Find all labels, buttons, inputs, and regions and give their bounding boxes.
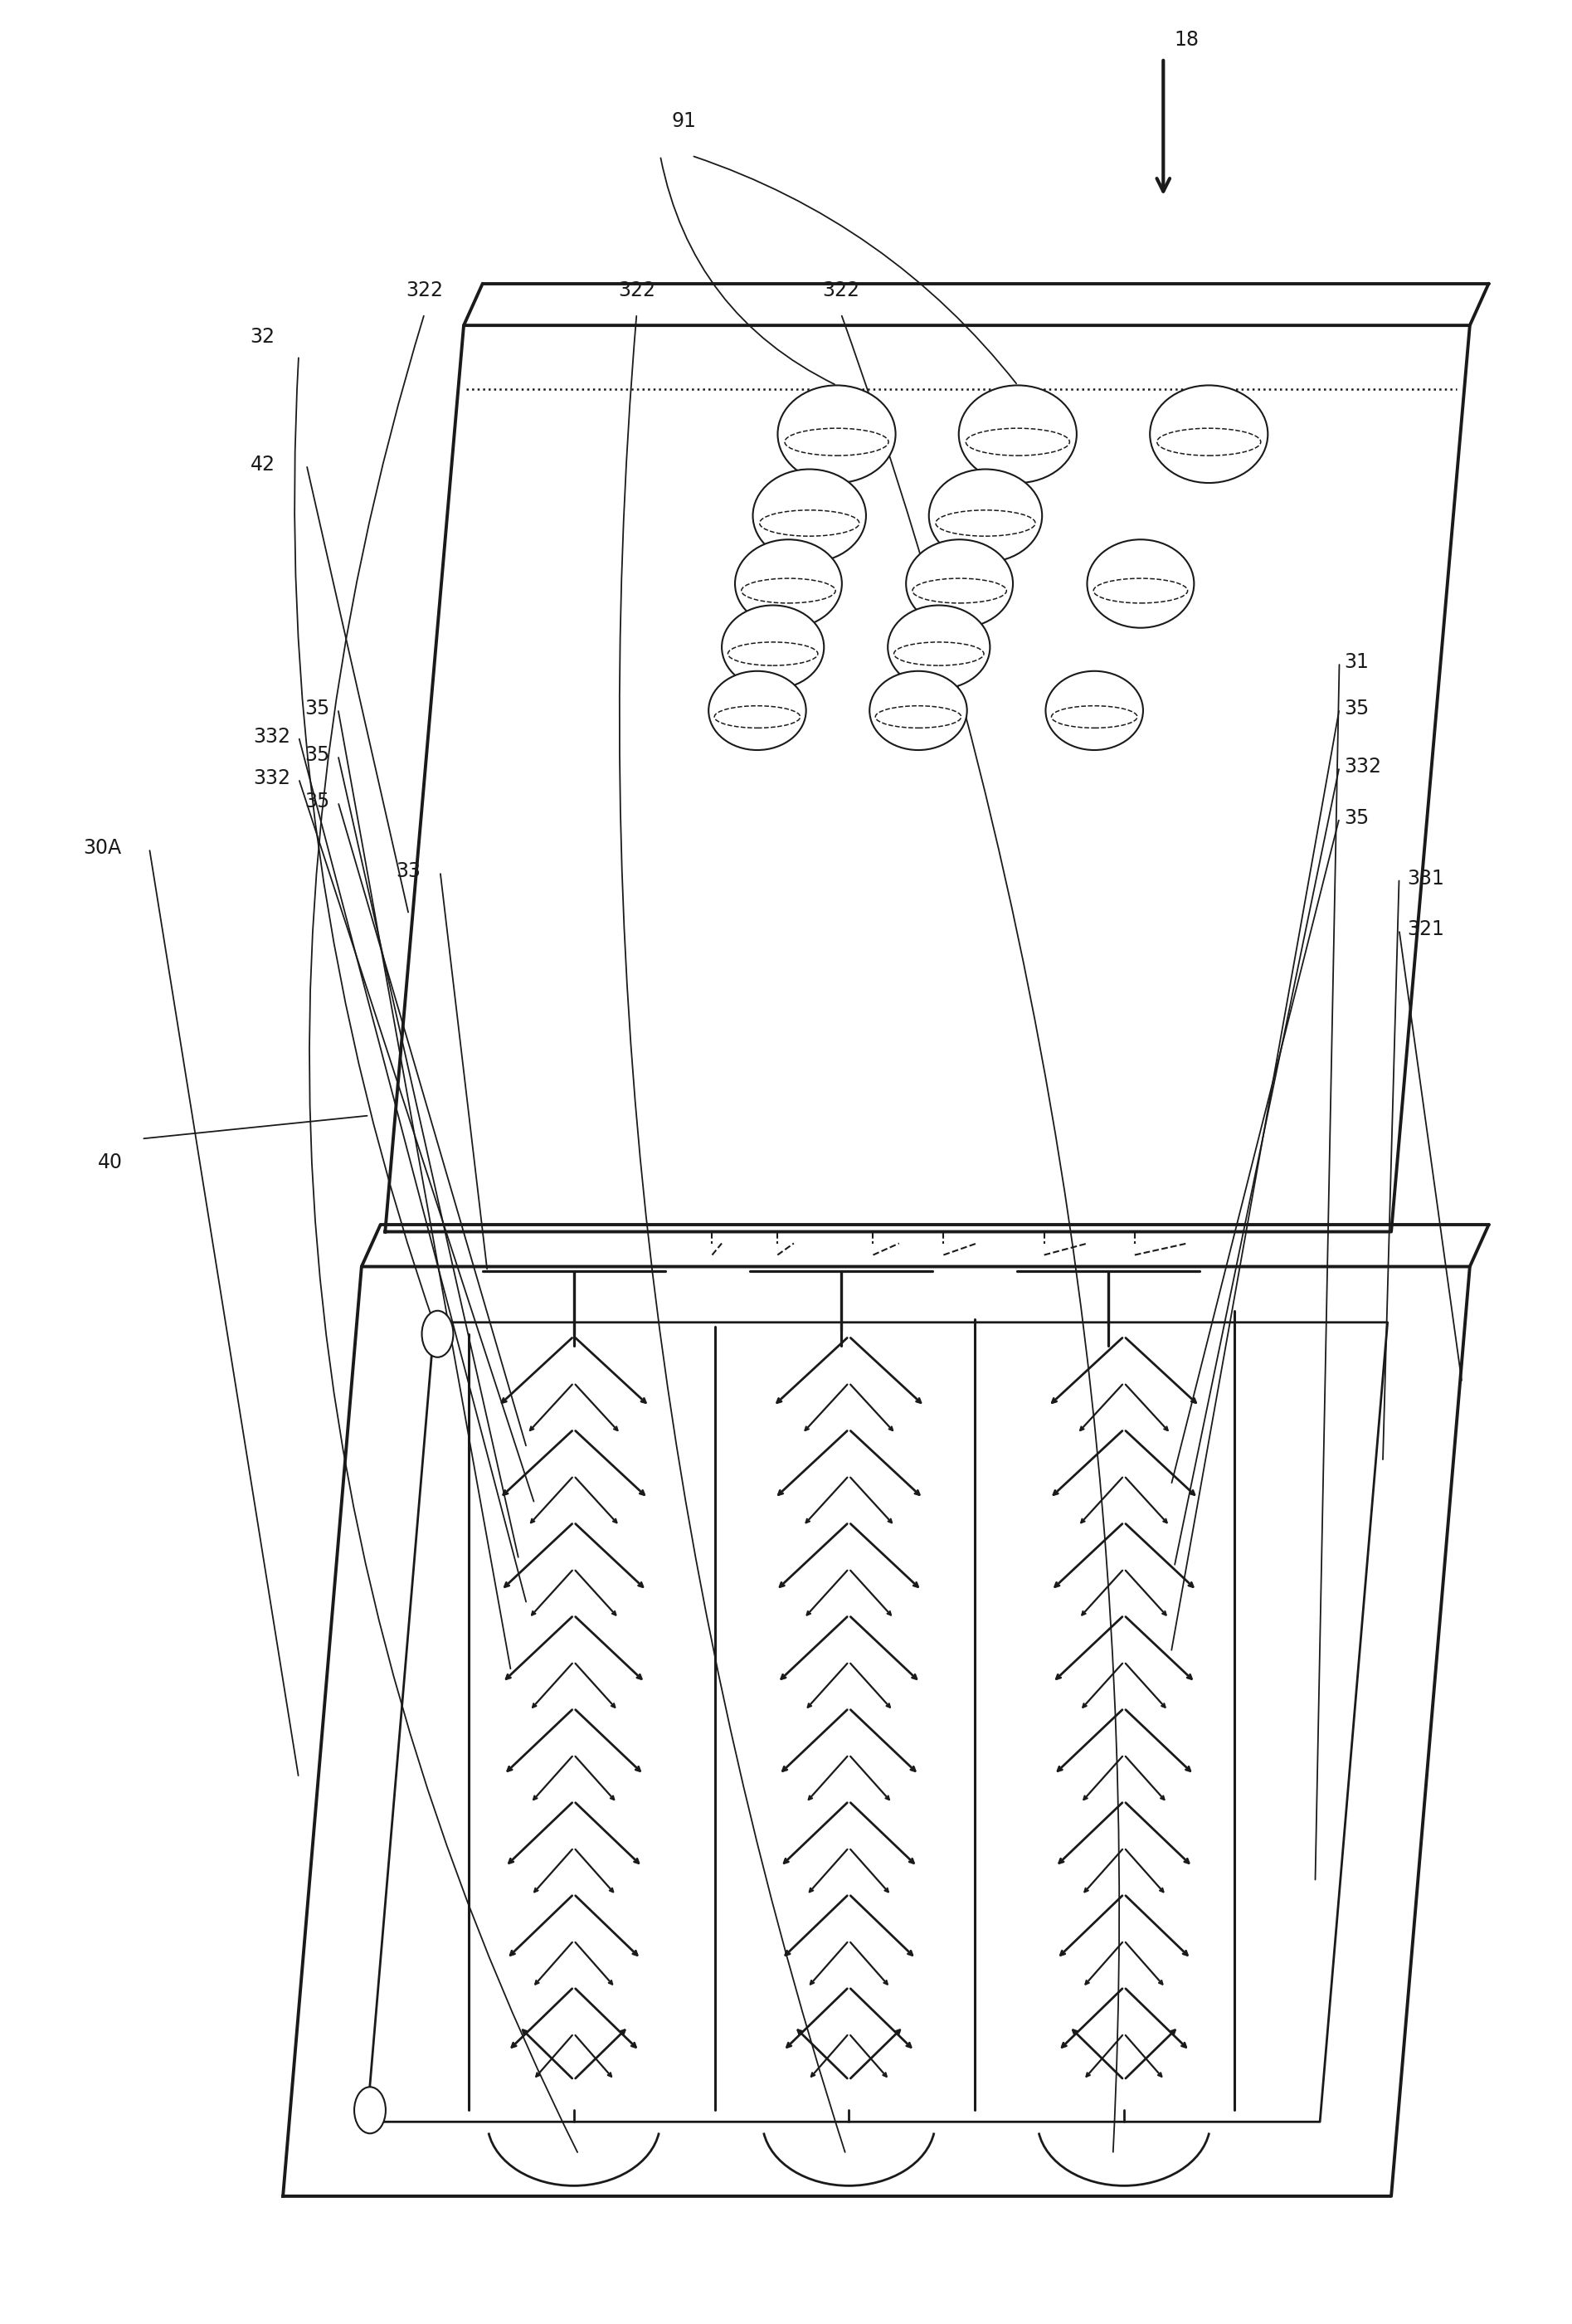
- Ellipse shape: [736, 539, 843, 627]
- Text: 322: 322: [618, 281, 656, 300]
- Circle shape: [421, 1311, 453, 1357]
- Text: 40: 40: [97, 1153, 123, 1171]
- Text: 35: 35: [305, 700, 330, 718]
- Text: 322: 322: [406, 281, 443, 300]
- Text: 35: 35: [305, 746, 330, 765]
- Text: 35: 35: [1344, 809, 1369, 827]
- Text: 35: 35: [305, 792, 330, 811]
- Text: 32: 32: [250, 328, 275, 346]
- Ellipse shape: [869, 672, 967, 751]
- Text: 332: 332: [253, 769, 291, 788]
- Ellipse shape: [929, 469, 1042, 562]
- Ellipse shape: [1151, 386, 1267, 483]
- Ellipse shape: [905, 539, 1012, 627]
- Text: 321: 321: [1407, 920, 1445, 939]
- Ellipse shape: [722, 604, 824, 688]
- Text: 31: 31: [1344, 653, 1369, 672]
- Ellipse shape: [1088, 539, 1195, 627]
- Ellipse shape: [709, 672, 806, 751]
- Text: 35: 35: [1344, 700, 1369, 718]
- Text: 42: 42: [250, 456, 275, 474]
- Circle shape: [354, 2087, 385, 2133]
- Ellipse shape: [959, 386, 1077, 483]
- Ellipse shape: [888, 604, 990, 688]
- Text: 91: 91: [671, 112, 696, 130]
- Text: 331: 331: [1407, 869, 1445, 888]
- Ellipse shape: [778, 386, 896, 483]
- Ellipse shape: [753, 469, 866, 562]
- Text: 33: 33: [396, 862, 421, 881]
- Ellipse shape: [1045, 672, 1143, 751]
- Text: 332: 332: [1344, 758, 1382, 776]
- Text: 18: 18: [1174, 30, 1199, 49]
- Text: 332: 332: [253, 727, 291, 746]
- Text: 30A: 30A: [83, 839, 121, 858]
- Text: 322: 322: [822, 281, 860, 300]
